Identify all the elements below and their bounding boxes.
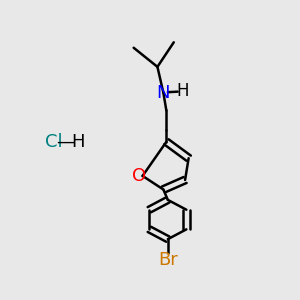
- Text: N: N: [157, 84, 170, 102]
- Text: O: O: [132, 167, 146, 185]
- Text: Br: Br: [158, 250, 178, 268]
- Text: H: H: [176, 82, 189, 100]
- Text: Cl: Cl: [45, 133, 62, 151]
- Text: H: H: [71, 133, 85, 151]
- Text: —: —: [56, 133, 74, 151]
